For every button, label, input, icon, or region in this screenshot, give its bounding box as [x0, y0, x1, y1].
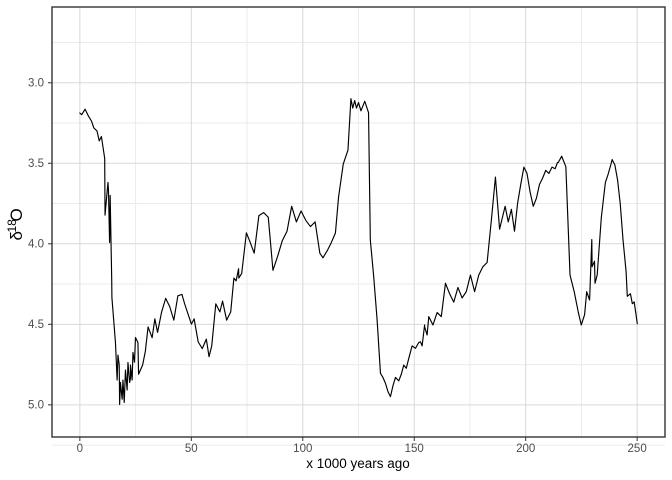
svg-text:O: O — [7, 208, 26, 221]
svg-text:0: 0 — [77, 443, 83, 455]
svg-text:x 1000 years ago: x 1000 years ago — [306, 456, 410, 471]
svg-text:150: 150 — [405, 443, 424, 455]
svg-text:50: 50 — [185, 443, 198, 455]
svg-text:3.0: 3.0 — [28, 78, 44, 90]
svg-text:250: 250 — [628, 443, 647, 455]
svg-text:200: 200 — [516, 443, 535, 455]
svg-text:5.0: 5.0 — [28, 400, 44, 412]
svg-text:3.5: 3.5 — [28, 158, 44, 170]
svg-text:4.5: 4.5 — [28, 319, 44, 331]
svg-text:100: 100 — [293, 443, 312, 455]
svg-text:4.0: 4.0 — [28, 239, 44, 251]
